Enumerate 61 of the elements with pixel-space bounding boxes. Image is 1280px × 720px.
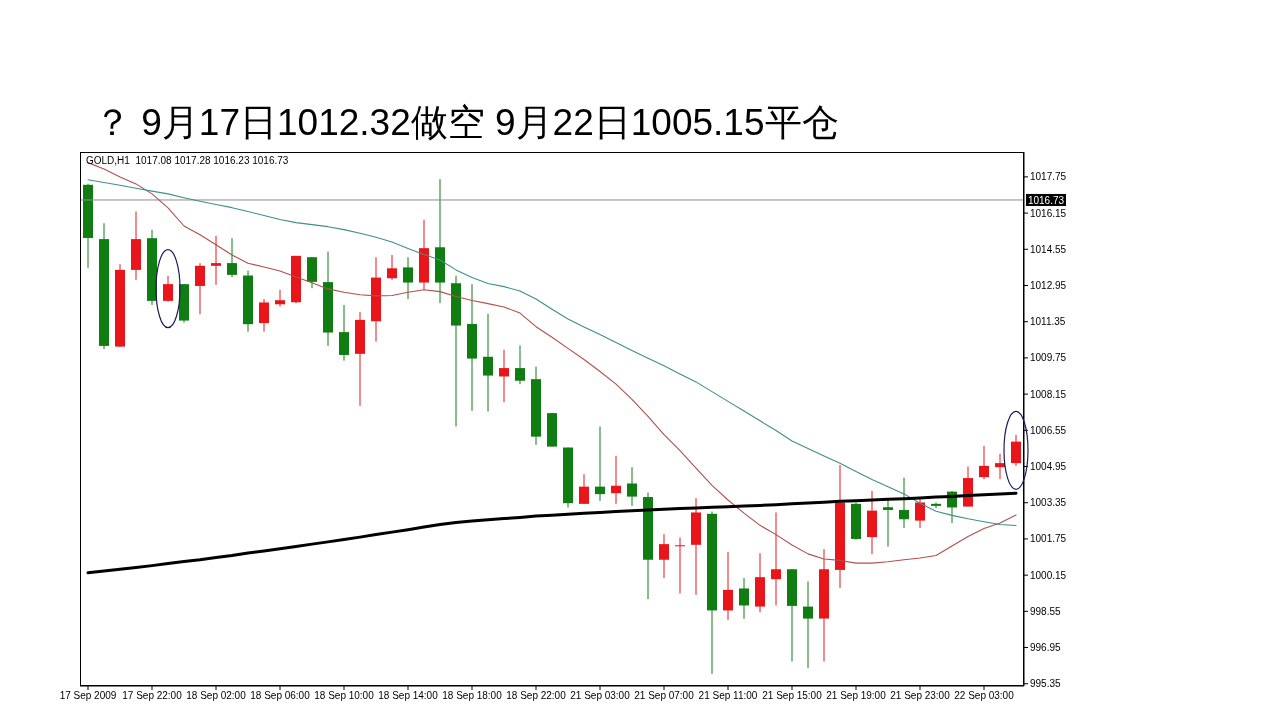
y-tick-label: 1011.35 [1030, 316, 1066, 328]
candlestick [499, 349, 509, 403]
candlestick [611, 455, 621, 505]
x-tick-label: 22 Sep 03:00 [954, 690, 1015, 702]
candlestick [163, 275, 173, 303]
candlestick [595, 425, 605, 502]
y-tick-label: 1017.75 [1030, 171, 1067, 183]
ref-line-label: 1016.73 [1027, 194, 1065, 206]
candlestick [227, 237, 237, 278]
x-tick-label: 18 Sep 18:00 [442, 690, 503, 702]
candlestick [899, 477, 909, 529]
y-tick-label: 1001.75 [1030, 533, 1067, 545]
y-tick-label: 1016.15 [1030, 207, 1067, 219]
y-tick-label: 1003.35 [1030, 497, 1067, 509]
candlestick [339, 304, 349, 362]
candlestick [515, 344, 525, 385]
candlestick [483, 313, 493, 413]
chart-title: ？ 9月17日1012.32做空 9月22日1005.15平仓 [94, 101, 839, 145]
candlestick [627, 466, 637, 507]
candlestick [387, 254, 397, 281]
y-tick-label: 1012.95 [1030, 280, 1067, 292]
x-tick-label: 18 Sep 02:00 [186, 690, 247, 702]
y-tick-label: 996.95 [1030, 642, 1062, 654]
x-tick-label: 21 Sep 07:00 [634, 690, 695, 702]
y-tick-label: 1009.75 [1030, 352, 1067, 364]
x-tick-label: 18 Sep 22:00 [506, 690, 567, 702]
x-tick-label: 21 Sep 03:00 [570, 690, 631, 702]
x-tick-label: 18 Sep 10:00 [314, 690, 375, 702]
candlestick [195, 262, 205, 315]
x-tick-label: 18 Sep 14:00 [378, 690, 439, 702]
candlestick [403, 256, 413, 300]
y-tick-label: 1004.95 [1030, 461, 1067, 473]
y-tick-label: 1008.15 [1030, 388, 1067, 400]
candlestick [275, 289, 285, 308]
y-tick-label: 1014.55 [1030, 243, 1067, 255]
x-tick-label: 21 Sep 19:00 [826, 690, 887, 702]
line-series [86, 491, 1018, 575]
candlestick [723, 551, 733, 621]
x-tick-label: 17 Sep 22:00 [122, 690, 183, 702]
candlestick [803, 580, 813, 669]
y-tick-label: 1006.55 [1030, 424, 1067, 436]
candlestick [659, 533, 669, 579]
x-tick-label: 17 Sep 2009 [59, 690, 117, 702]
y-tick-label: 1000.15 [1030, 569, 1067, 581]
candlestick [931, 501, 941, 509]
candlestick [771, 511, 781, 606]
candlestick [739, 577, 749, 620]
x-tick-label: 21 Sep 11:00 [698, 690, 758, 702]
candlestick [579, 473, 589, 505]
candlestick [211, 235, 221, 286]
candlestick [675, 537, 685, 594]
x-tick-label: 21 Sep 15:00 [762, 690, 823, 702]
annotation: GOLD,H1 1017.08 1017.28 1016.23 1016.73 [86, 155, 289, 166]
x-tick-label: 21 Sep 23:00 [890, 690, 951, 702]
x-tick-label: 18 Sep 06:00 [250, 690, 311, 702]
candlestick [1011, 434, 1021, 467]
candlestick [979, 445, 989, 480]
y-tick-label: 995.35 [1030, 678, 1062, 690]
y-tick-label: 998.55 [1030, 605, 1062, 617]
candlestick [915, 497, 925, 529]
candlestick [259, 298, 269, 333]
